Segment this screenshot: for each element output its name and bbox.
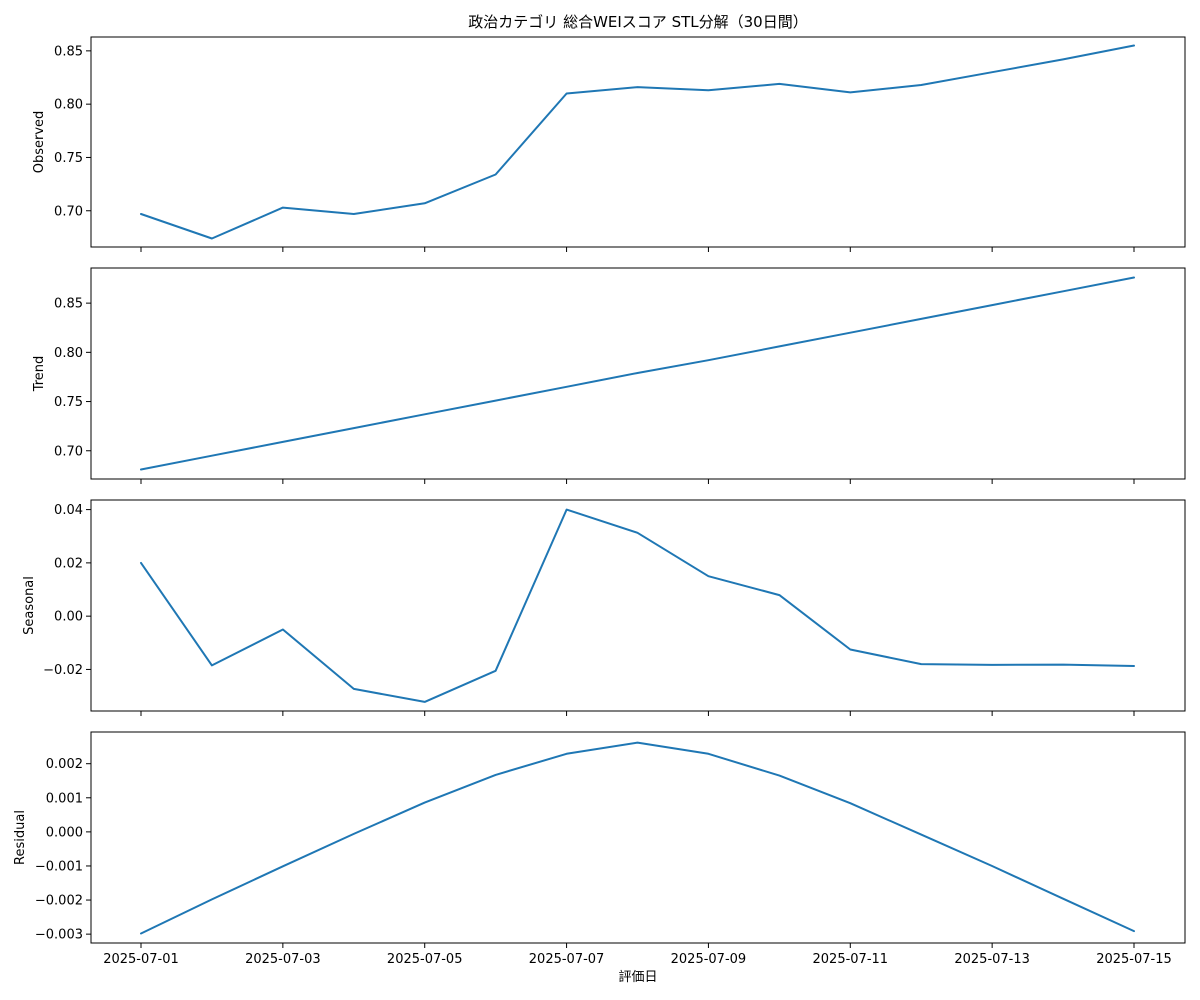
series-line-trend	[140, 276, 1135, 471]
panel-frame	[90, 36, 1186, 248]
y-tick-label: −0.02	[43, 663, 83, 678]
x-tick-label: 2025-07-13	[954, 952, 1030, 967]
panel-trend: 0.70 0.75 0.80 0.85 Trend	[32, 267, 1186, 484]
panels-group: 0.70 0.75 0.80 0.85 Observed 0.70 0.75 0.80 0.85…	[13, 36, 1186, 967]
x-tick-label: 2025-07-07	[529, 952, 605, 967]
y-tick-label: 0.70	[54, 444, 83, 459]
x-tick-label: 2025-07-11	[813, 952, 889, 967]
y-tick-label: 0.75	[54, 395, 83, 410]
x-tick-label: 2025-07-01	[103, 952, 179, 967]
panel-observed: 0.70 0.75 0.80 0.85 Observed	[32, 36, 1186, 252]
y-tick-label: 0.02	[54, 556, 83, 571]
panel-frame	[90, 267, 1186, 480]
y-tick-label: 0.85	[54, 297, 83, 312]
y-tick-label: 0.75	[54, 151, 83, 166]
y-tick-label: 0.000	[46, 825, 83, 840]
series-line-seasonal	[140, 508, 1135, 703]
series-line-residual	[140, 741, 1135, 935]
x-tick-label: 2025-07-09	[671, 952, 747, 967]
panel-seasonal: −0.02 0.00 0.02 0.04 Seasonal	[22, 499, 1186, 716]
y-axis-label-seasonal: Seasonal	[22, 576, 37, 635]
y-axis-label-observed: Observed	[32, 111, 47, 174]
y-tick-label: 0.00	[54, 610, 83, 625]
y-tick-label: 0.80	[54, 346, 83, 361]
y-tick-label: −0.002	[35, 894, 83, 909]
chart-title: 政治カテゴリ 総合WEIスコア STL分解（30日間）	[468, 13, 807, 31]
panel-frame	[90, 499, 1186, 712]
y-axis-label-residual: Residual	[13, 810, 28, 865]
y-tick-label: −0.001	[35, 859, 83, 874]
x-tick-label: 2025-07-05	[387, 952, 463, 967]
y-tick-label: −0.003	[35, 928, 83, 943]
y-tick-label: 0.70	[54, 204, 83, 219]
series-line-observed	[140, 44, 1135, 240]
x-axis-label: 評価日	[618, 970, 657, 985]
y-tick-label: 0.002	[46, 757, 83, 772]
y-tick-label: 0.80	[54, 98, 83, 113]
x-tick-label: 2025-07-03	[245, 952, 321, 967]
panel-frame	[90, 731, 1186, 944]
panel-residual: −0.003 −0.002 −0.001 0.000 0.001 0.002 2025-07…	[13, 731, 1186, 967]
x-tick-label: 2025-07-15	[1096, 952, 1172, 967]
y-tick-label: 0.85	[54, 44, 83, 59]
y-tick-label: 0.001	[46, 791, 83, 806]
y-axis-label-trend: Trend	[32, 356, 47, 393]
y-tick-label: 0.04	[54, 503, 83, 518]
